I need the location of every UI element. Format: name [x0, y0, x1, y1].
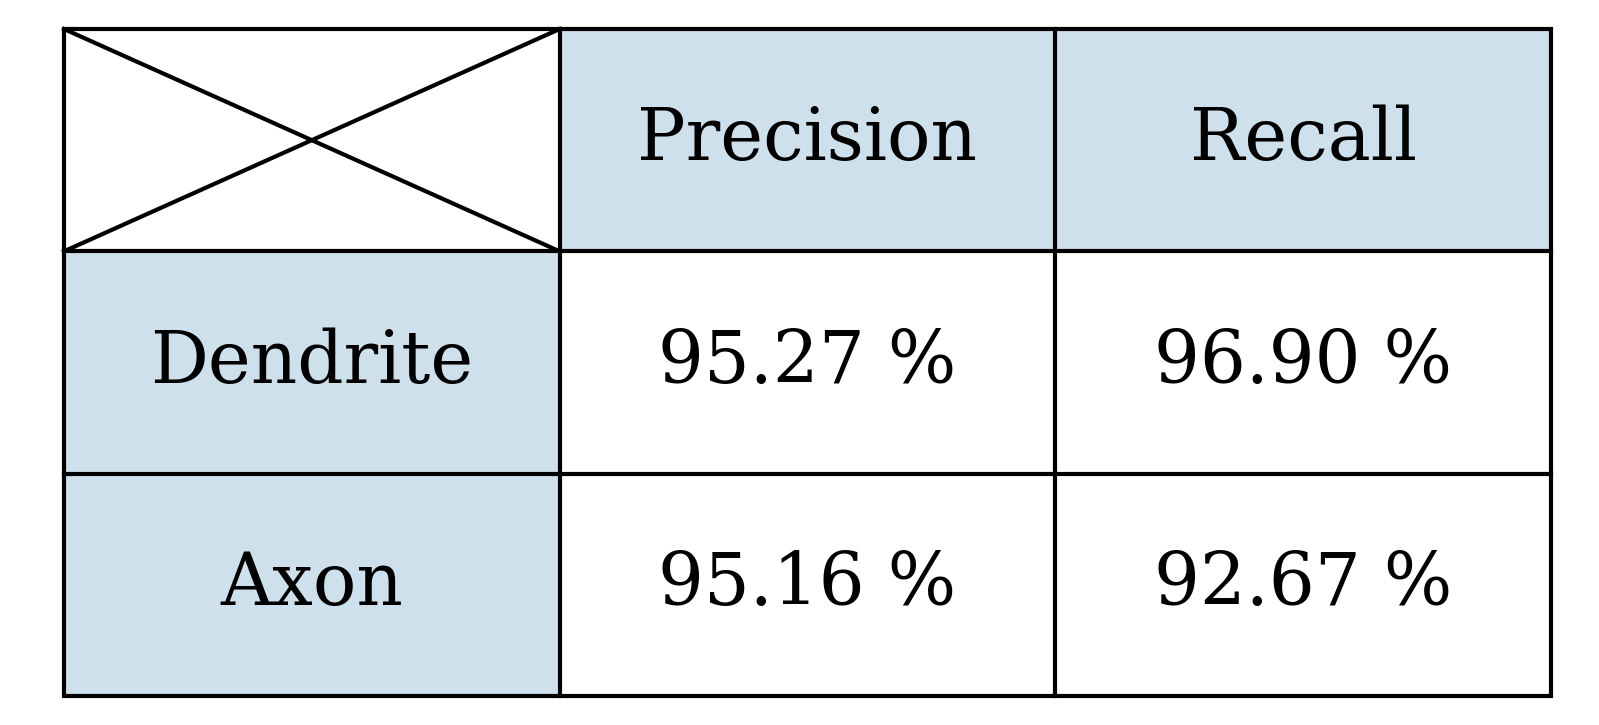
Text: 95.16 %: 95.16 % — [659, 550, 956, 620]
Text: Recall: Recall — [1190, 105, 1417, 175]
Text: Precision: Precision — [638, 105, 977, 175]
Text: 95.27 %: 95.27 % — [659, 327, 956, 398]
Bar — [560, 473, 1055, 696]
Bar — [64, 29, 560, 252]
Bar — [64, 473, 560, 696]
Bar — [1055, 29, 1551, 252]
Bar — [560, 252, 1055, 473]
Bar — [1055, 473, 1551, 696]
Text: Axon: Axon — [221, 550, 403, 620]
Text: 96.90 %: 96.90 % — [1154, 327, 1452, 398]
Bar — [560, 29, 1055, 252]
Bar — [1055, 252, 1551, 473]
Text: Dendrite: Dendrite — [150, 327, 473, 398]
Bar — [64, 252, 560, 473]
Text: 92.67 %: 92.67 % — [1154, 550, 1452, 620]
